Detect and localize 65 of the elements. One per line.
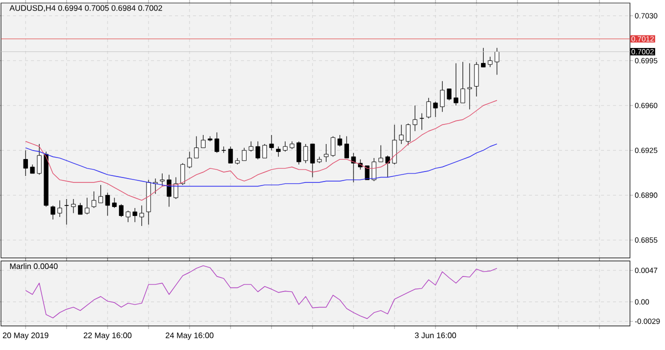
candlestick: [92, 191, 96, 208]
candlestick: [166, 174, 172, 208]
candlestick: [303, 144, 308, 164]
candlestick: [440, 80, 445, 112]
candlestick: [105, 192, 110, 216]
candlestick: [50, 205, 56, 220]
candlestick: [180, 162, 186, 186]
candlestick: [126, 210, 130, 222]
candlestick: [208, 136, 212, 142]
candlestick: [426, 98, 431, 119]
candlestick: [351, 152, 356, 183]
candlestick: [242, 147, 247, 161]
chart-title: Marlin 0.0040: [10, 263, 58, 270]
x-tick-label: 24 May 16:00: [166, 332, 214, 340]
candlestick: [174, 176, 178, 200]
candlestick: [446, 88, 452, 101]
candlestick: [57, 200, 62, 218]
x-tick-label: 22 May 16:00: [84, 332, 132, 340]
candlestick: [64, 198, 70, 225]
candlestick: [160, 173, 165, 187]
candlestick: [132, 208, 138, 222]
candlestick: [256, 141, 260, 160]
candlestick: [338, 134, 342, 147]
candlestick: [330, 136, 336, 158]
candlestick: [310, 144, 315, 178]
candlestick: [84, 197, 90, 215]
candlestick: [187, 151, 192, 169]
candlestick: [248, 141, 254, 152]
candlestick: [399, 124, 404, 144]
candlestick: [378, 144, 384, 162]
candlestick: [118, 204, 124, 218]
candlestick: [406, 123, 410, 146]
candlestick: [460, 62, 466, 104]
candlestick: [412, 105, 418, 132]
candlestick: [324, 144, 328, 162]
candlestick: [454, 62, 458, 106]
candlestick: [214, 132, 220, 154]
candlestick: [36, 144, 42, 175]
candlestick: [467, 62, 472, 110]
candlestick: [296, 141, 302, 165]
x-tick-label: 3 Jun 16:00: [414, 332, 456, 338]
candlestick: [269, 134, 274, 151]
candlestick: [481, 48, 486, 68]
candlestick: [344, 136, 349, 158]
x-tick-label: 20 May 2019: [2, 332, 48, 340]
candlestick: [474, 62, 479, 97]
candlestick: [276, 146, 281, 158]
candlestick: [282, 141, 288, 152]
candlestick: [228, 146, 233, 164]
candlestick: [262, 144, 267, 158]
candlestick: [23, 150, 28, 176]
candlestick: [433, 101, 438, 118]
candlestick: [385, 155, 390, 178]
candlestick: [194, 136, 199, 158]
candlestick: [364, 165, 370, 180]
candlestick: [200, 134, 206, 148]
candlestick: [488, 56, 492, 68]
candlestick: [71, 198, 76, 214]
candlestick: [139, 205, 144, 226]
candlestick: [112, 197, 117, 208]
candlestick: [392, 124, 397, 165]
candlestick: [494, 48, 500, 76]
chart-title: AUDUSD,H4 0.6994 0.7005 0.6984 0.7002: [10, 5, 162, 12]
candlestick: [78, 202, 83, 215]
candlestick: [98, 184, 104, 204]
